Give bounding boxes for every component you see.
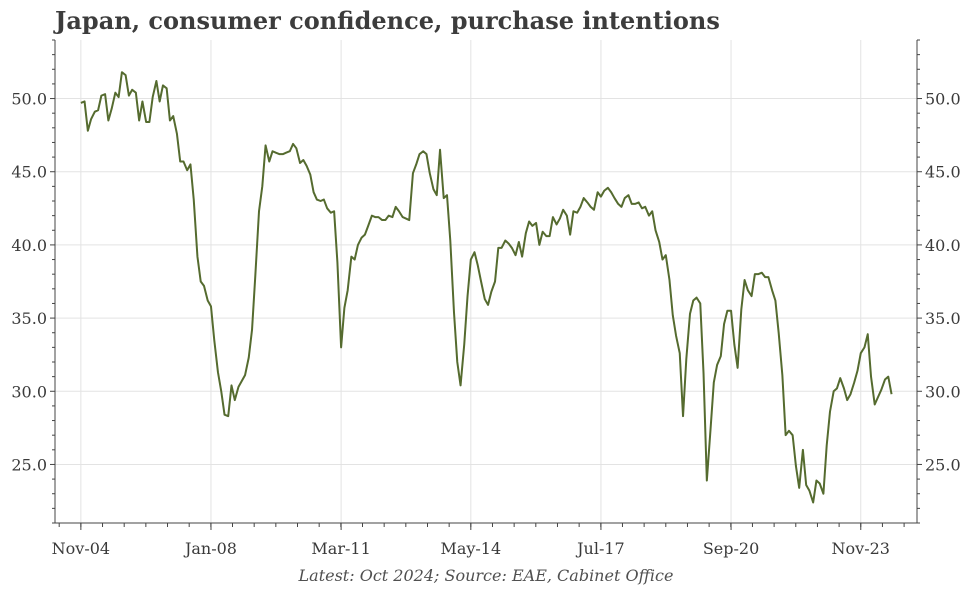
- x-tick-label: Jul-17: [575, 539, 625, 558]
- y-tick-label-right: 40.0: [925, 236, 961, 255]
- y-tick-label-left: 45.0: [11, 163, 47, 182]
- x-tick-label: Sep-20: [703, 539, 759, 558]
- x-tick-label: Mar-11: [311, 539, 370, 558]
- source-footnote: Latest: Oct 2024; Source: EAE, Cabinet O…: [298, 566, 674, 585]
- y-tick-label-right: 50.0: [925, 90, 961, 109]
- y-tick-label-right: 45.0: [925, 163, 961, 182]
- series-layer: [80, 71, 893, 504]
- y-tick-label-left: 25.0: [11, 455, 47, 474]
- y-axis-ticks: 25.0 25.0 30.0 30.0 35.0 35.0 40.0 40.0 45.0 45.0…: [11, 39, 961, 524]
- axes: [54, 40, 918, 524]
- y-tick-label-right: 30.0: [925, 382, 961, 401]
- x-tick-label: May-14: [440, 539, 501, 558]
- y-tick-label-right: 25.0: [925, 455, 961, 474]
- y-tick-label-left: 35.0: [11, 309, 47, 328]
- gridlines: [55, 40, 917, 523]
- x-tick-label: Jan-08: [183, 539, 237, 558]
- y-tick-label-right: 35.0: [925, 309, 961, 328]
- x-axis-ticks: Nov-04 Jan-08 Mar-11 May-14 Jul-17 Sep-20 Nov-…: [52, 523, 905, 558]
- chart-title: Japan, consumer confidence, purchase int…: [55, 6, 720, 35]
- y-tick-label-left: 50.0: [11, 90, 47, 109]
- x-tick-label: Nov-04: [52, 539, 110, 558]
- y-tick-label-left: 40.0: [11, 236, 47, 255]
- y-tick-label-left: 30.0: [11, 382, 47, 401]
- x-tick-label: Nov-23: [832, 539, 890, 558]
- series-line-purchase-intentions: [80, 71, 893, 504]
